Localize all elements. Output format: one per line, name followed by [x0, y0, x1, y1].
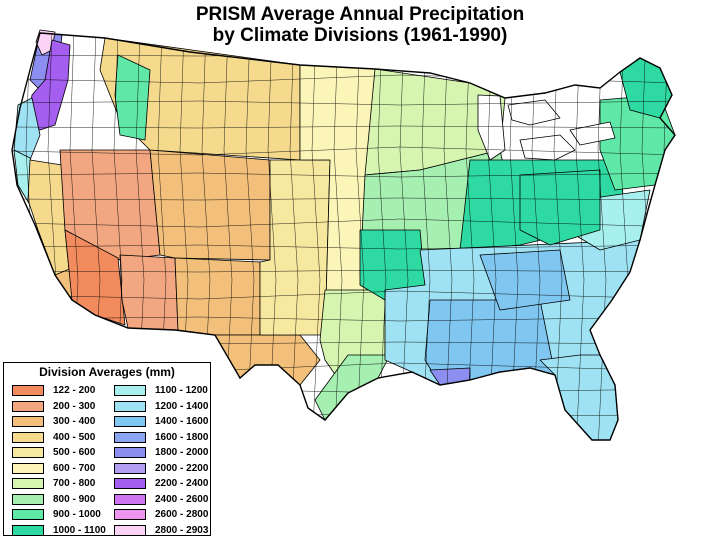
division-boundary — [575, 33, 585, 440]
legend-swatch — [12, 447, 44, 459]
legend-swatch — [114, 478, 146, 490]
legend-swatch — [114, 462, 146, 474]
legend-item: 700 - 800 — [12, 476, 106, 492]
us-outline — [11, 32, 676, 441]
legend-label: 300 - 400 — [53, 416, 96, 428]
region-great-lakes — [477, 94, 616, 161]
legend: Division Averages (mm) 122 - 200 200 - 30… — [3, 362, 211, 536]
division-boundary — [245, 33, 255, 440]
legend-swatch — [12, 400, 44, 412]
division-boundary — [12, 100, 675, 106]
legend-label: 900 - 1000 — [53, 509, 101, 521]
legend-label: 200 - 300 — [53, 400, 96, 412]
legend-swatch — [12, 524, 44, 536]
legend-item: 122 - 200 — [12, 383, 106, 399]
legend-label: 1800 - 2000 — [155, 447, 209, 459]
legend-label: 2000 - 2200 — [155, 462, 209, 474]
legend-item: 800 - 900 — [12, 492, 106, 508]
legend-swatch — [114, 447, 146, 459]
legend-swatch — [12, 509, 44, 521]
division-boundary — [12, 244, 675, 250]
legend-item: 600 - 700 — [12, 461, 106, 477]
legend-item: 1000 - 1100 — [12, 523, 106, 539]
region-arizona — [119, 254, 179, 331]
legend-label: 700 - 800 — [53, 478, 96, 490]
legend-label: 1000 - 1100 — [53, 524, 106, 536]
legend-label: 1600 - 1800 — [155, 431, 209, 443]
region-new-mexico — [174, 257, 261, 336]
legend-item: 1100 - 1200 — [114, 383, 208, 399]
region-oregon-coast — [13, 97, 41, 161]
division-boundary — [311, 33, 321, 440]
legend-swatch — [114, 431, 146, 443]
division-boundary — [377, 33, 387, 440]
legend-item: 2200 - 2400 — [114, 476, 208, 492]
legend-item: 2800 - 2903 — [114, 523, 208, 539]
legend-item: 1800 - 2000 — [114, 445, 208, 461]
legend-label: 1400 - 1600 — [155, 416, 209, 428]
title-line-1: PRISM Average Annual Precipitation — [195, 4, 525, 25]
division-boundary — [12, 218, 675, 228]
legend-item: 1200 - 1400 — [114, 399, 208, 415]
legend-column-right: 1100 - 1200 1200 - 1400 1400 - 1600 1600 - … — [114, 383, 208, 538]
division-boundary — [12, 146, 675, 156]
legend-swatch — [12, 416, 44, 428]
legend-label: 2200 - 2400 — [155, 478, 209, 490]
map-title: PRISM Average Annual Precipitation by Cl… — [0, 4, 720, 46]
legend-label: 500 - 600 — [53, 447, 96, 459]
legend-item: 200 - 300 — [12, 399, 106, 415]
legend-item: 2600 - 2800 — [114, 507, 208, 523]
region-west-texas — [214, 334, 321, 386]
legend-swatch — [114, 400, 146, 412]
division-boundary — [12, 269, 675, 273]
legend-swatch — [12, 462, 44, 474]
region-utah-colorado — [149, 149, 271, 261]
legend-swatch — [114, 416, 146, 428]
legend-label: 400 - 500 — [53, 431, 96, 443]
legend-swatch — [114, 509, 146, 521]
legend-item: 500 - 600 — [12, 445, 106, 461]
division-boundary — [12, 290, 675, 300]
title-line-2: by Climate Divisions (1961-1990) — [212, 25, 508, 46]
division-boundary — [12, 316, 675, 322]
legend-swatch — [12, 493, 44, 505]
legend-item: 900 - 1000 — [12, 507, 106, 523]
legend-item: 300 - 400 — [12, 414, 106, 430]
legend-item: 2000 - 2200 — [114, 461, 208, 477]
legend-item: 400 - 500 — [12, 430, 106, 446]
region-appalachians — [519, 169, 601, 246]
legend-item: 1400 - 1600 — [114, 414, 208, 430]
legend-swatch — [114, 493, 146, 505]
division-boundary — [333, 33, 343, 440]
division-boundary — [443, 33, 453, 440]
division-boundary — [12, 172, 675, 178]
legend-swatch — [12, 478, 44, 490]
division-boundary — [597, 33, 607, 440]
legend-item: 1600 - 1800 — [114, 430, 208, 446]
legend-label: 1200 - 1400 — [155, 400, 209, 412]
legend-label: 2800 - 2903 — [155, 524, 209, 536]
division-boundary — [12, 197, 675, 201]
legend-column-left: 122 - 200 200 - 300 300 - 400 400 - 500 500 … — [12, 383, 106, 538]
legend-label: 600 - 700 — [53, 462, 96, 474]
legend-title: Division Averages (mm) — [39, 365, 175, 379]
division-boundary — [421, 33, 431, 440]
legend-label: 1100 - 1200 — [155, 385, 208, 397]
legend-swatch — [12, 431, 44, 443]
legend-label: 800 - 900 — [53, 493, 96, 505]
region-cascades — [27, 39, 71, 131]
legend-label: 2600 - 2800 — [155, 509, 209, 521]
legend-label: 122 - 200 — [53, 385, 96, 397]
legend-item: 2400 - 2600 — [114, 492, 208, 508]
region-idaho-mountains — [114, 54, 151, 141]
legend-swatch — [12, 385, 44, 397]
division-boundary — [399, 33, 409, 440]
legend-label: 2400 - 2600 — [155, 493, 209, 505]
legend-swatch — [114, 524, 146, 536]
division-boundary — [355, 33, 365, 440]
division-boundary — [12, 125, 675, 129]
legend-swatch — [114, 385, 146, 397]
division-boundary — [289, 33, 299, 440]
